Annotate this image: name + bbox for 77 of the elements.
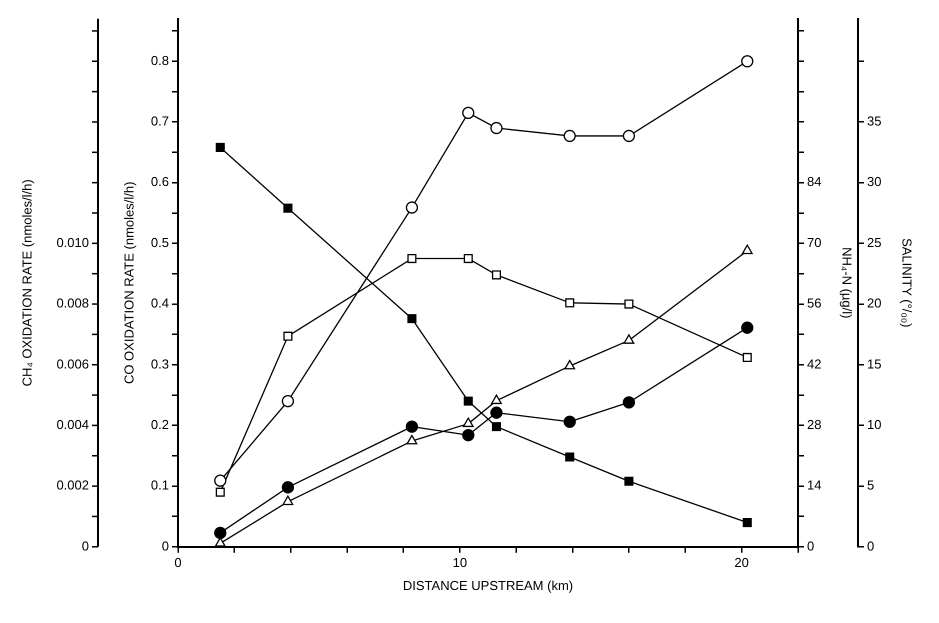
point (622, 396, 636, 409)
point (214, 474, 226, 487)
point (741, 55, 754, 68)
x-axis-title: DISTANCE UPSTREAM (km) (402, 578, 574, 593)
y2-tick-label: 70 (807, 234, 822, 250)
point (742, 244, 753, 254)
y2-tick-label: 28 (807, 417, 822, 432)
y-tick-label: 0.8 (150, 52, 169, 68)
point (564, 416, 576, 428)
point (462, 428, 474, 442)
y2-tick-label: 42 (807, 356, 822, 372)
y-tick-label: 0.6 (150, 174, 169, 190)
y3-tick-label: 10 (867, 417, 882, 432)
point (282, 394, 294, 408)
text: 0.004 (56, 417, 89, 432)
text: CH₄ OXIDATION RATE (nmoles/l/h) (20, 179, 35, 386)
y3-tick-label: 15 (867, 356, 882, 372)
y-tick-label: 0.1 (150, 478, 169, 493)
point (406, 420, 418, 433)
point (622, 130, 636, 142)
y-tick-label: 0.4 (150, 296, 169, 311)
point (214, 526, 226, 539)
point (490, 406, 503, 419)
point (623, 334, 634, 344)
y2-tick-label: 84 (807, 174, 822, 190)
y-axis-title: CO OXIDATION RATE (nmoles/l/h) (121, 182, 136, 384)
point (407, 254, 416, 264)
y3-tick-label: 30 (867, 174, 882, 190)
y3-tick-label: 0 (867, 538, 874, 554)
point (742, 352, 752, 362)
y-tick-label: 0 (162, 538, 169, 554)
point (564, 130, 576, 142)
y-tick-label: 0.2 (150, 417, 169, 432)
point (216, 488, 225, 497)
point (565, 298, 574, 308)
x-tick-label: 10 (452, 555, 468, 570)
point (742, 518, 752, 528)
point (462, 106, 474, 120)
y-tick-label: 0.7 (150, 114, 169, 129)
point (282, 481, 294, 494)
point (624, 476, 634, 486)
y3-tick-label: 25 (867, 234, 882, 250)
point (216, 142, 225, 152)
y2-tick-label: 0 (807, 538, 814, 554)
y3-tick-label: 20 (867, 296, 882, 311)
point (283, 332, 292, 341)
text: 0.006 (56, 356, 89, 372)
y3-tick-label: 5 (867, 478, 874, 493)
y2-tick-label: 14 (807, 478, 822, 493)
y-tick-label: 0.5 (150, 234, 169, 250)
point (406, 434, 418, 444)
point (492, 270, 501, 280)
y2-tick-label: 56 (807, 296, 822, 311)
y3-axis-title: SALINITY (°/₀₀) (900, 238, 915, 328)
y3-tick-label: 35 (867, 114, 882, 129)
point (492, 422, 501, 432)
point (282, 496, 294, 506)
text: 0.008 (56, 296, 89, 311)
y2-axis-title: NH₄-N (µg/l) (840, 247, 855, 318)
point (464, 396, 473, 406)
point (624, 300, 634, 309)
y-tick-label: 0.3 (150, 356, 169, 372)
point (462, 418, 474, 428)
point (490, 122, 503, 134)
point (741, 322, 754, 334)
point (464, 254, 473, 264)
text: 0.002 (56, 478, 89, 493)
point (283, 204, 292, 213)
text: 0.010 (56, 234, 89, 250)
point (565, 452, 574, 462)
x-tick-label: 0 (174, 555, 182, 570)
point (491, 394, 502, 404)
x-tick-label: 20 (734, 555, 749, 570)
point (407, 314, 416, 324)
point (406, 201, 418, 214)
point (564, 360, 576, 370)
text: 0 (82, 538, 89, 554)
